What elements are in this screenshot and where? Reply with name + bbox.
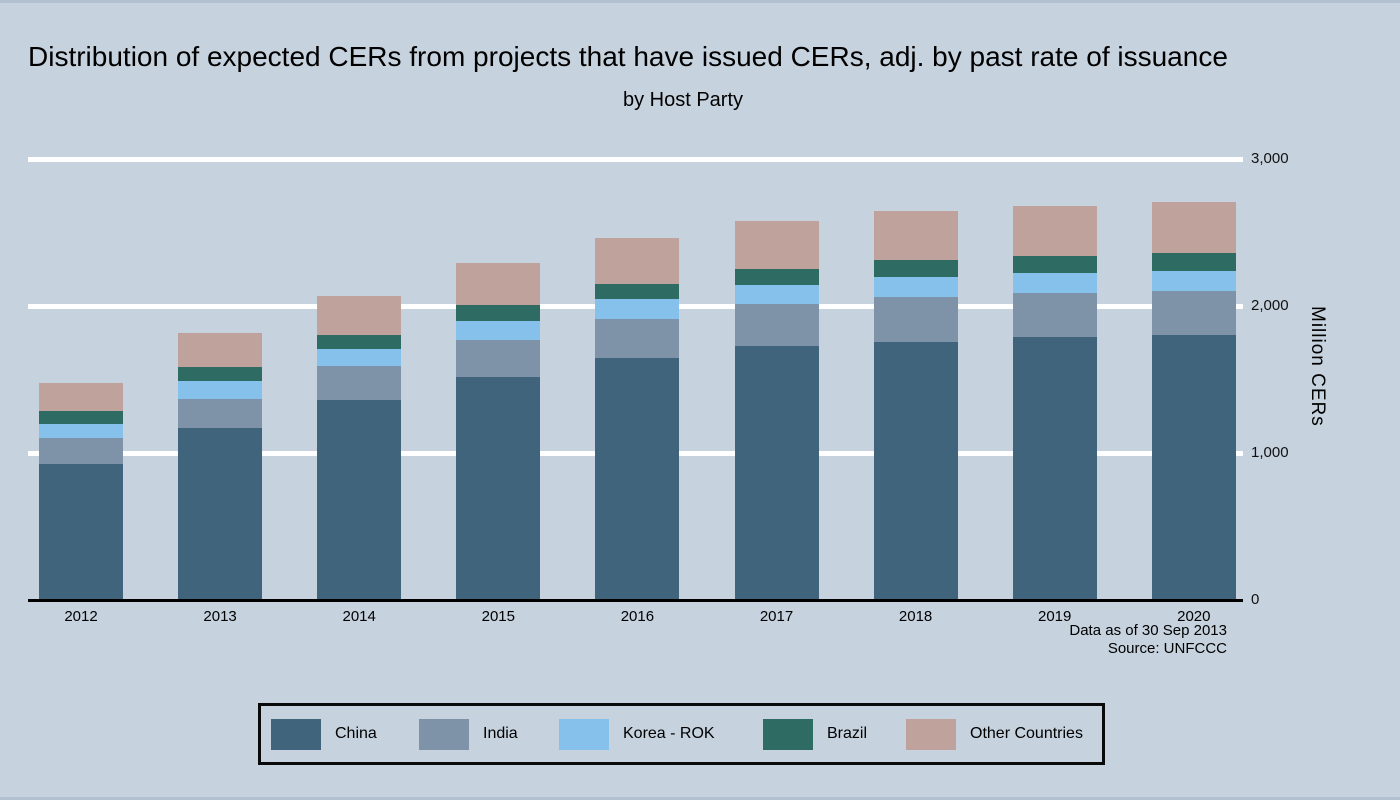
- legend-label-china: China: [335, 725, 377, 742]
- bar-segment-korea-rok-2014: [317, 348, 402, 367]
- x-tick-label-2014: 2014: [342, 608, 376, 625]
- bar-segment-china-2017: [734, 345, 819, 600]
- y-tick-label-1000: 1,000: [1251, 444, 1289, 461]
- chart-title: Distribution of expected CERs from proje…: [28, 41, 1228, 72]
- x-tick-label-2015: 2015: [481, 608, 515, 625]
- bar-segment-india-2019: [1012, 292, 1097, 337]
- x-tick-label-2016: 2016: [620, 608, 655, 625]
- bar-segment-china-2015: [456, 377, 541, 600]
- bar-segment-korea-rok-2020: [1151, 271, 1236, 291]
- bar-segment-korea-rok-2018: [873, 276, 958, 298]
- legend-label-korea-rok: Korea - ROK: [623, 725, 715, 742]
- bar-segment-india-2014: [317, 366, 402, 401]
- legend-swatch-india: [419, 719, 469, 750]
- bar-segment-other-countries-2018: [873, 211, 958, 260]
- bar-segment-brazil-2012: [39, 411, 123, 424]
- bar-segment-other-countries-2012: [39, 383, 123, 412]
- legend-label-other-countries: Other Countries: [970, 725, 1083, 742]
- bar-segment-india-2017: [734, 303, 819, 346]
- bar-segment-other-countries-2017: [734, 220, 819, 269]
- gridline-3000: [28, 156, 1243, 162]
- bar-segment-brazil-2016: [595, 283, 680, 300]
- bar-segment-china-2019: [1012, 336, 1097, 600]
- bar-segment-brazil-2019: [1012, 256, 1097, 273]
- bar-segment-brazil-2020: [1151, 253, 1236, 272]
- x-tick-label-2020: 2020: [1177, 608, 1211, 625]
- bar-segment-china-2020: [1151, 334, 1236, 600]
- legend-swatch-korea-rok: [559, 719, 609, 750]
- bar-segment-other-countries-2020: [1151, 202, 1236, 254]
- bar-segment-india-2012: [39, 438, 123, 465]
- bar-segment-india-2013: [178, 398, 263, 428]
- bar-segment-other-countries-2015: [456, 263, 541, 306]
- bar-segment-brazil-2017: [734, 268, 819, 286]
- legend-swatch-china: [271, 719, 321, 750]
- bar-segment-other-countries-2014: [317, 295, 402, 335]
- bar-segment-china-2013: [178, 428, 263, 600]
- bar-segment-china-2016: [595, 358, 680, 600]
- legend-label-brazil: Brazil: [827, 725, 868, 742]
- bar-segment-korea-rok-2015: [456, 321, 541, 340]
- bar-segment-korea-rok-2017: [734, 285, 819, 304]
- bar-segment-korea-rok-2013: [178, 380, 263, 399]
- bar-segment-brazil-2013: [178, 367, 263, 381]
- x-tick-label-2012: 2012: [64, 608, 98, 625]
- bar-segment-brazil-2014: [317, 334, 402, 349]
- x-tick-label-2018: 2018: [898, 608, 933, 625]
- bar-segment-india-2018: [873, 297, 958, 342]
- bar-segment-india-2016: [595, 319, 680, 359]
- x-axis-line: [28, 599, 1243, 602]
- bar-segment-other-countries-2016: [595, 238, 680, 284]
- bar-segment-brazil-2018: [873, 259, 958, 277]
- legend: China India Korea - ROK Brazil Other Countri…: [258, 703, 1105, 765]
- bar-segment-other-countries-2013: [178, 333, 263, 367]
- x-tick-label-2013: 2013: [203, 608, 237, 625]
- top-edge-strip: [0, 0, 1400, 3]
- bottom-edge-strip: [0, 797, 1400, 800]
- footnote: Data as of 30 Sep 2013 Source: UNFCCC: [800, 622, 1227, 658]
- y-tick-label-0: 0: [1251, 591, 1260, 608]
- bar-segment-india-2020: [1151, 290, 1236, 335]
- bar-segment-korea-rok-2016: [595, 299, 680, 320]
- bar-segment-china-2018: [873, 342, 958, 600]
- bar-segment-korea-rok-2019: [1012, 272, 1097, 293]
- x-tick-label-2019: 2019: [1038, 608, 1072, 625]
- bar-segment-brazil-2015: [456, 305, 541, 322]
- bar-segment-china-2014: [317, 400, 402, 600]
- bar-segment-other-countries-2019: [1012, 206, 1097, 256]
- footnote-source: Source: UNFCCC: [1107, 640, 1227, 657]
- footnote-data-date: Data as of 30 Sep 2013: [1069, 622, 1227, 639]
- bar-segment-korea-rok-2012: [39, 423, 123, 439]
- y-axis-title: Million CERs: [1307, 306, 1328, 427]
- y-tick-label-2000: 2,000: [1251, 297, 1289, 314]
- bar-segment-china-2012: [39, 464, 123, 600]
- bar-segment-india-2015: [456, 339, 541, 378]
- legend-swatch-other-countries: [906, 719, 956, 750]
- chart-subtitle: by Host Party: [622, 89, 744, 111]
- y-tick-label-3000: 3,000: [1251, 150, 1289, 167]
- legend-swatch-brazil: [763, 719, 813, 750]
- x-tick-label-2017: 2017: [759, 608, 794, 625]
- legend-label-india: India: [483, 725, 518, 742]
